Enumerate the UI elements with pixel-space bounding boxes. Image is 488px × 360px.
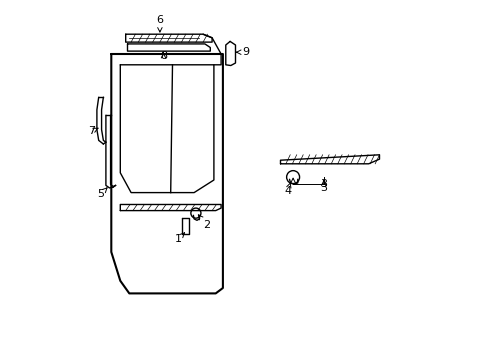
- Text: 8: 8: [160, 51, 167, 61]
- Text: 4: 4: [284, 183, 291, 196]
- Text: 2: 2: [198, 215, 210, 230]
- Text: 3: 3: [320, 179, 326, 189]
- Text: 5: 5: [97, 188, 107, 199]
- Text: 9: 9: [236, 47, 249, 57]
- Text: 1: 1: [174, 233, 184, 244]
- Text: 6: 6: [156, 15, 163, 32]
- Text: 7: 7: [88, 126, 98, 136]
- Text: 3: 3: [320, 183, 326, 193]
